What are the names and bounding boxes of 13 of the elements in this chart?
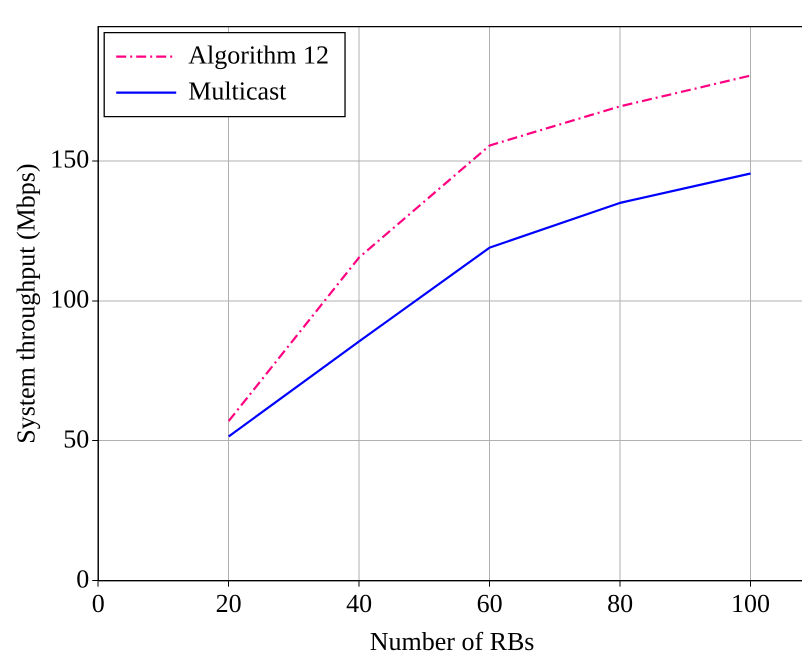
y-axis-title: System throughput (Mbps) [11, 163, 40, 444]
x-tick-label: 100 [731, 589, 770, 618]
legend-label: Multicast [188, 76, 288, 106]
x-axis-title: Number of RBs [370, 627, 534, 656]
x-tick-label: 80 [607, 589, 634, 618]
y-tick-label: 0 [76, 564, 90, 594]
y-tick-label: 100 [50, 284, 90, 314]
x-tick-label: 20 [216, 589, 242, 618]
y-tick-label: 150 [50, 144, 90, 174]
legend-label: Algorithm 12 [188, 40, 330, 70]
x-tick-label: 40 [346, 589, 372, 618]
x-tick-label: 60 [476, 589, 503, 618]
y-tick-label: 50 [63, 424, 90, 454]
